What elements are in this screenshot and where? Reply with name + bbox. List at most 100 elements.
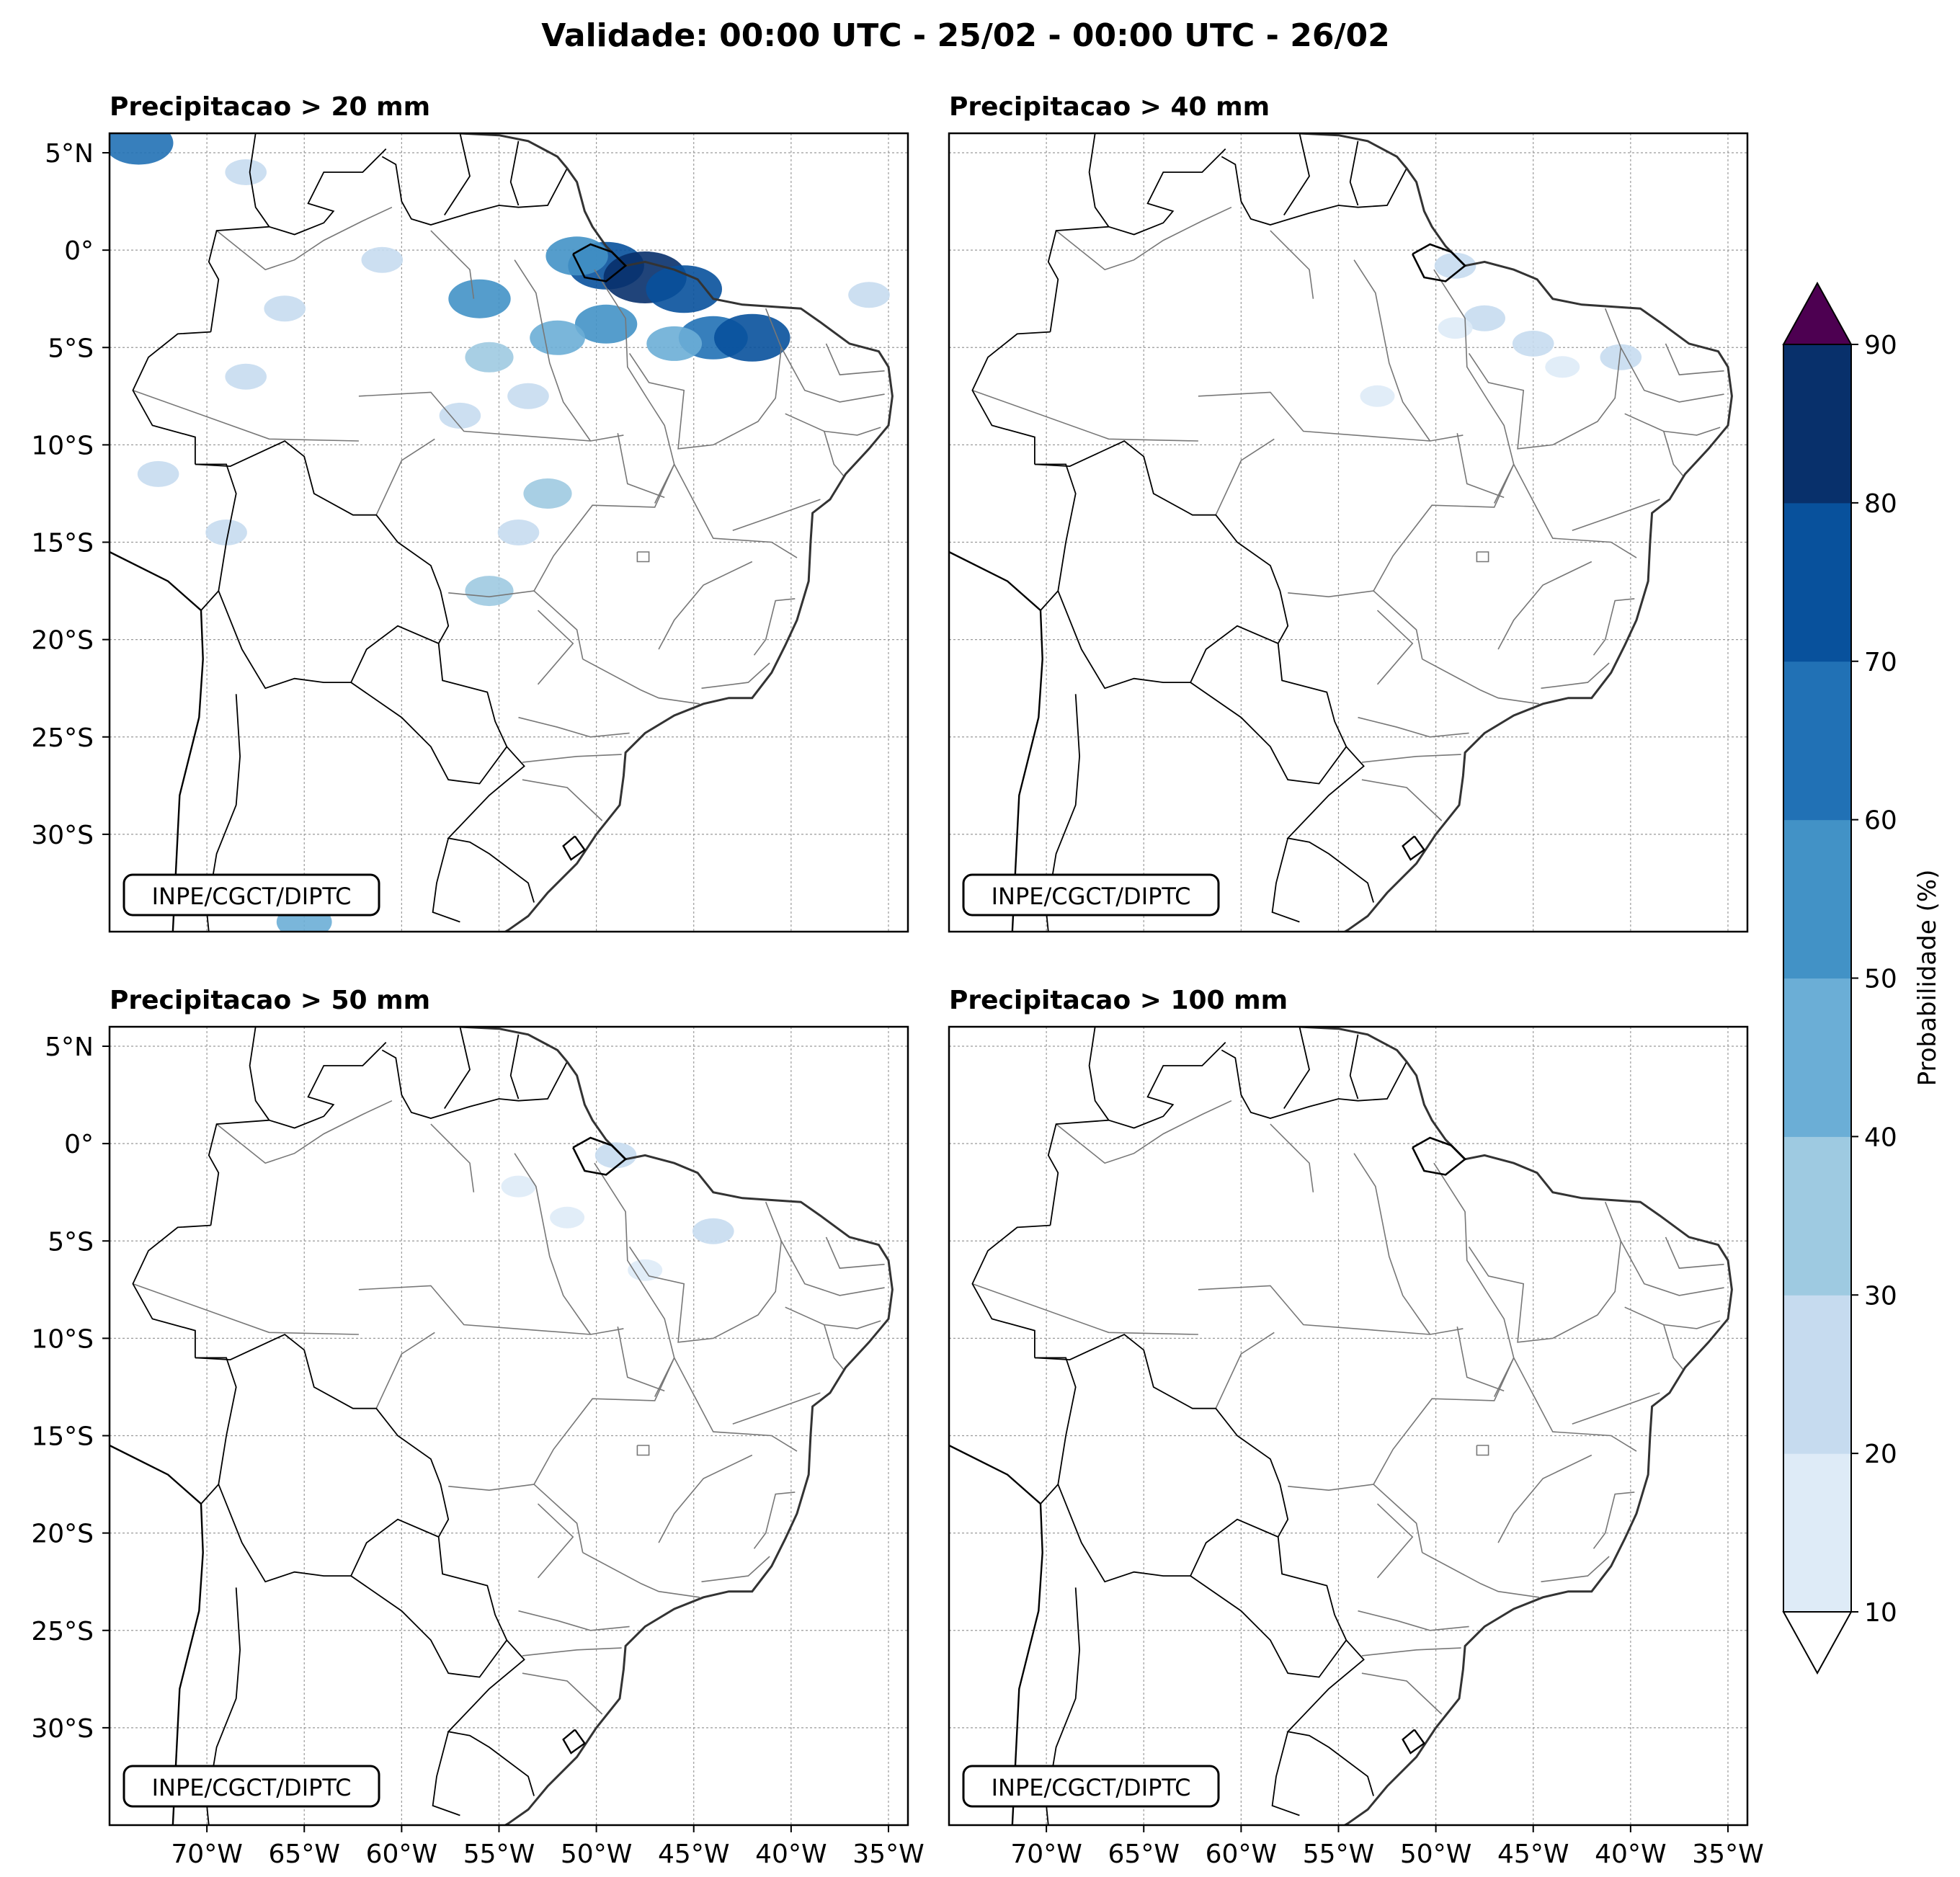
lat-tick-label: 0° <box>64 1130 94 1159</box>
state-border <box>1361 1672 1443 1715</box>
state-border <box>1288 590 1374 598</box>
lon-tick-label: 70°W <box>171 1840 242 1869</box>
state-border <box>375 438 435 516</box>
probability-blob <box>1464 305 1505 331</box>
probability-blob <box>264 295 306 322</box>
credit-label: INPE/CGCT/DIPTC <box>992 883 1191 910</box>
lat-tick-label: 30°S <box>31 1714 94 1744</box>
map-frame <box>108 132 909 933</box>
country-border <box>1047 1119 1109 1226</box>
colorbar-tick-label: 30 <box>1864 1281 1897 1311</box>
state-border <box>658 561 753 650</box>
state-border <box>216 206 393 271</box>
state-border <box>1468 308 1622 450</box>
state-border <box>1056 1100 1232 1164</box>
lat-tick-label: 25°S <box>31 723 94 753</box>
country-border <box>206 1587 241 1825</box>
colorbar-under-arrow <box>1782 1611 1853 1675</box>
probability-blob <box>545 236 608 276</box>
lon-tick-label: 50°W <box>1400 1840 1471 1869</box>
credit-label: INPE/CGCT/DIPTC <box>152 1774 352 1801</box>
probability-blob <box>465 342 514 373</box>
state-border <box>216 1100 393 1164</box>
country-border <box>1221 156 1407 226</box>
country-border <box>1034 463 1077 611</box>
state-border <box>1663 1324 1684 1370</box>
state-border <box>1361 779 1443 821</box>
panel-title: Precipitacao > 50 mm <box>110 986 430 1015</box>
marajo-island <box>1412 1136 1467 1176</box>
country-border <box>1286 1639 1374 1796</box>
map-frame <box>948 1025 1749 1827</box>
state-border <box>1361 754 1461 763</box>
country-border <box>1271 1731 1300 1816</box>
country-borders <box>110 133 894 932</box>
state-border <box>133 389 359 442</box>
pacific-coastline <box>949 1443 1043 1825</box>
state-border <box>1665 1236 1724 1269</box>
lat-tick-label: 25°S <box>31 1617 94 1646</box>
country-border <box>195 440 450 644</box>
country-border <box>1034 440 1289 644</box>
map-panel-40mm: Precipitacao > 40 mm INPE/CGCT/DIPTC <box>948 92 1749 933</box>
state-border <box>537 610 574 685</box>
probability-blob <box>1600 344 1642 370</box>
state-border <box>537 1503 574 1579</box>
lon-tick-label: 55°W <box>1303 1840 1374 1869</box>
country-borders <box>949 133 1733 932</box>
state-border <box>1373 1357 1515 1553</box>
lat-tick-label: 5°N <box>45 139 94 169</box>
state-border <box>514 259 592 442</box>
state-border <box>1361 1647 1461 1657</box>
state-border <box>1270 1123 1314 1192</box>
state-border <box>1541 662 1610 689</box>
lon-tick-labels: 70°W 65°W 60°W 55°W 50°W 45°W 40°W 35°W <box>171 1825 925 1869</box>
probability-blob <box>646 326 703 361</box>
state-border <box>375 1332 435 1409</box>
state-border <box>785 1306 881 1329</box>
country-border <box>1277 1536 1348 1641</box>
state-border <box>430 230 475 299</box>
lat-tick-label: 30°S <box>31 821 94 850</box>
lon-tick-label: 50°W <box>561 1840 632 1869</box>
country-border <box>432 838 460 923</box>
state-border <box>594 1162 675 1397</box>
state-border <box>1476 551 1489 563</box>
country-border <box>1047 226 1109 332</box>
lat-tick-label: 20°S <box>31 1520 94 1549</box>
panel-title: Precipitacao > 100 mm <box>949 986 1288 1015</box>
state-border <box>1497 1454 1592 1543</box>
lat-tick-label: 20°S <box>31 626 94 656</box>
figure-title: Validade: 00:00 UTC - 25/02 - 00:00 UTC … <box>541 17 1390 54</box>
country-border <box>381 156 568 226</box>
probability-blob <box>848 282 890 308</box>
country-borders <box>949 1027 1733 1825</box>
state-border <box>1456 1327 1505 1392</box>
country-border <box>206 694 241 932</box>
state-border <box>522 1647 622 1657</box>
country-border <box>1349 141 1359 206</box>
state-border <box>1592 598 1635 656</box>
state-border <box>1373 464 1515 659</box>
lat-tick-label: 15°S <box>31 529 94 558</box>
credit-box <box>962 873 1220 917</box>
state-border <box>628 308 783 450</box>
state-border <box>1353 1153 1431 1335</box>
colorbar-over-arrow <box>1782 281 1853 345</box>
lat-tick-label: 0° <box>64 236 94 266</box>
country-border <box>269 148 387 236</box>
probability-blob <box>225 159 267 185</box>
colorbar-tick-label: 70 <box>1864 648 1897 677</box>
colorbar-band <box>1783 978 1851 1137</box>
state-border <box>430 1123 475 1192</box>
colorbar-ticks: 10 20 30 40 50 60 70 80 90 <box>1851 331 1897 1628</box>
state-border <box>448 1484 535 1492</box>
lat-tick-labels: 5°N 0° 5°S 10°S 15°S 20°S 25°S 30°S <box>31 139 110 850</box>
probability-blob <box>530 320 585 355</box>
state-border <box>1663 431 1684 477</box>
probability-blob <box>550 1206 585 1229</box>
marajo-island <box>1412 243 1467 282</box>
state-border <box>1433 269 1515 504</box>
colorbar-band <box>1783 661 1851 821</box>
